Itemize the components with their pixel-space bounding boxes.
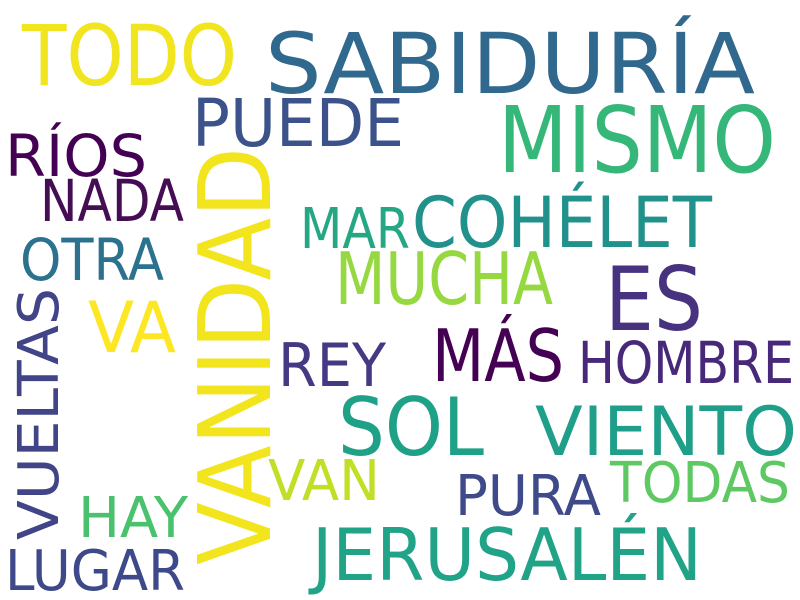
word-todo: TODO (21, 7, 237, 105)
word-hay: HAY (78, 486, 189, 551)
word-mucha: MUCHA (335, 237, 553, 321)
word-sabiduria: SABIDURÍA (265, 15, 755, 113)
word-jerusalen: JERUSALÉN (308, 513, 702, 597)
word-va: VA (88, 287, 176, 369)
word-sol: SOL (338, 381, 484, 474)
word-vueltas: VUELTAS (7, 288, 72, 540)
word-mismo: MISMO (498, 87, 776, 194)
word-rey: REY (278, 331, 386, 401)
word-es: ES (605, 248, 703, 351)
word-puede: PUEDE (192, 85, 404, 162)
word-mar: MAR (300, 197, 410, 262)
word-pura: PURA (455, 464, 601, 529)
word-viento: VIENTO (535, 393, 797, 472)
word-cohelet: COHÉLET (412, 182, 712, 264)
word-rios: RÍOS (5, 121, 147, 190)
word-nada: NADA (40, 167, 184, 235)
word-todas: TODAS (609, 451, 790, 516)
word-lugar: LUGAR (5, 539, 185, 600)
word-hombre: HOMBRE (578, 329, 794, 397)
word-mas: MÁS (432, 314, 564, 398)
word-van: VAN (268, 449, 380, 514)
word-vanidad: VANIDAD (177, 147, 294, 565)
word-otra: OTRA (20, 226, 164, 294)
